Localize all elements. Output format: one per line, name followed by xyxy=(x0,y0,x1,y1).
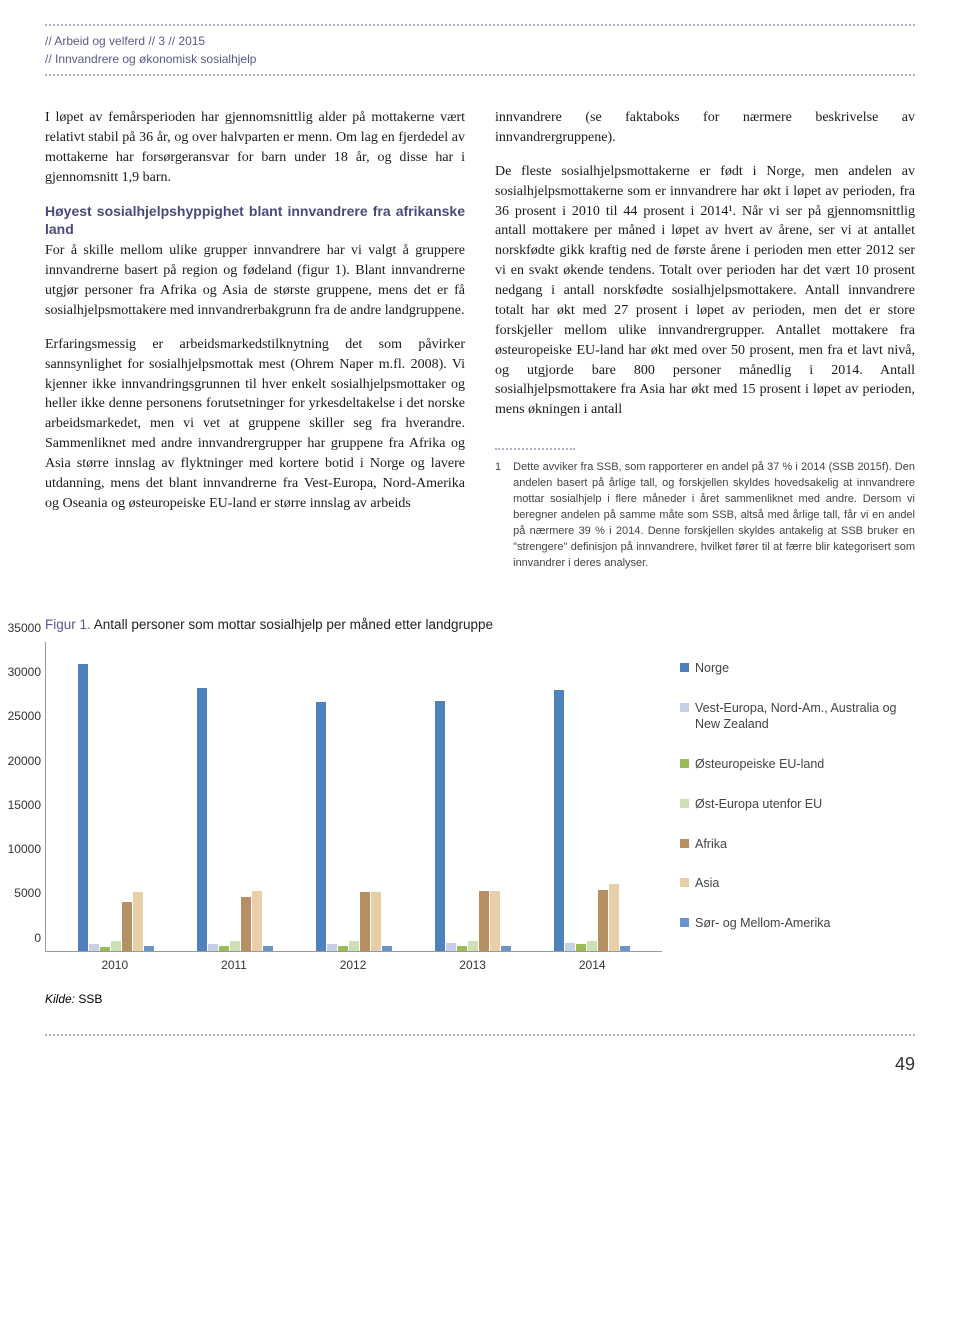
legend-swatch xyxy=(680,663,689,672)
paragraph: Erfaringsmessig er arbeidsmarkedstilknyt… xyxy=(45,335,465,514)
footnote: 1 Dette avviker fra SSB, som rapporterer… xyxy=(495,460,915,572)
dotted-rule-2 xyxy=(45,74,915,76)
section-subhead: Høyest sosialhjelpshyppighet blant innva… xyxy=(45,202,465,240)
y-tick-label: 20000 xyxy=(6,754,41,768)
chart: 05000100001500020000250003000035000 xyxy=(45,642,662,952)
footnote-text: Dette avviker fra SSB, som rapporterer e… xyxy=(513,460,915,572)
legend-item: Asia xyxy=(680,875,915,891)
kilde-value: SSB xyxy=(78,992,102,1006)
bar xyxy=(78,664,88,952)
page-number: 49 xyxy=(45,1054,915,1075)
legend-swatch xyxy=(680,878,689,887)
bar xyxy=(133,892,143,951)
legend-swatch xyxy=(680,839,689,848)
left-column: I løpet av femårsperioden har gjennomsni… xyxy=(45,108,465,572)
right-column: innvandrere (se faktaboks for nærmere be… xyxy=(495,108,915,572)
bar xyxy=(435,701,445,952)
paragraph: innvandrere (se faktaboks for nærmere be… xyxy=(495,108,915,148)
x-tick-label: 2014 xyxy=(579,958,606,972)
y-tick-label: 15000 xyxy=(6,798,41,812)
legend-label: Asia xyxy=(695,875,719,891)
bar xyxy=(197,688,207,952)
chart-plot-area: 05000100001500020000250003000035000 2010… xyxy=(45,642,662,972)
bar xyxy=(598,890,608,952)
legend-swatch xyxy=(680,799,689,808)
figure-title-text: Antall personer som mottar sosialhjelp p… xyxy=(94,617,493,632)
bar xyxy=(252,891,262,951)
legend-label: Østeuropeiske EU-land xyxy=(695,756,824,772)
bar xyxy=(490,891,500,951)
x-tick-label: 2012 xyxy=(340,958,367,972)
legend-swatch xyxy=(680,703,689,712)
x-tick-label: 2011 xyxy=(221,958,247,972)
legend-label: Afrika xyxy=(695,836,727,852)
figure-1: Figur 1. Antall personer som mottar sosi… xyxy=(45,617,915,1006)
bar xyxy=(360,892,370,951)
bar xyxy=(609,884,619,951)
chart-baseline xyxy=(46,951,662,952)
x-tick-label: 2013 xyxy=(459,958,486,972)
bar-group xyxy=(435,701,511,952)
dotted-rule-bottom xyxy=(45,1034,915,1036)
bar xyxy=(554,690,564,951)
bar-group xyxy=(316,702,392,952)
paragraph: I løpet av femårsperioden har gjennomsni… xyxy=(45,108,465,188)
kilde-label: Kilde: xyxy=(45,992,75,1006)
y-tick-label: 35000 xyxy=(6,621,41,635)
paragraph: De fleste sosialhjelpsmottakerne er født… xyxy=(495,162,915,420)
legend-swatch xyxy=(680,918,689,927)
article-columns: I løpet av femårsperioden har gjennomsni… xyxy=(45,108,915,572)
legend-label: Norge xyxy=(695,660,729,676)
bar xyxy=(371,892,381,951)
chart-legend: Norge Vest-Europa, Nord-Am., Australia og… xyxy=(680,642,915,972)
x-axis-labels: 2010 2011 2012 2013 2014 xyxy=(45,952,662,972)
y-tick-label: 30000 xyxy=(6,665,41,679)
footnote-rule xyxy=(495,448,575,450)
header-line-1: // Arbeid og velferd // 3 // 2015 xyxy=(45,32,915,50)
legend-swatch xyxy=(680,759,689,768)
bar xyxy=(241,897,251,952)
bar xyxy=(479,891,489,951)
legend-label: Øst-Europa utenfor EU xyxy=(695,796,822,812)
bar-group xyxy=(197,688,273,952)
chart-container: 05000100001500020000250003000035000 2010… xyxy=(45,642,915,972)
bar xyxy=(122,902,132,952)
legend-label: Vest-Europa, Nord-Am., Australia og New … xyxy=(695,700,915,733)
footnote-number: 1 xyxy=(495,460,501,572)
y-tick-label: 25000 xyxy=(6,709,41,723)
legend-item: Sør- og Mellom-Amerika xyxy=(680,915,915,931)
x-tick-label: 2010 xyxy=(101,958,128,972)
paragraph: For å skille mellom ulike grupper innvan… xyxy=(45,241,465,321)
page-header: // Arbeid og velferd // 3 // 2015 // Inn… xyxy=(45,30,915,70)
bar-group xyxy=(78,664,154,952)
legend-item: Afrika xyxy=(680,836,915,852)
legend-item: Vest-Europa, Nord-Am., Australia og New … xyxy=(680,700,915,733)
dotted-rule-top xyxy=(45,24,915,26)
figure-title: Figur 1. Antall personer som mottar sosi… xyxy=(45,617,915,632)
legend-item: Østeuropeiske EU-land xyxy=(680,756,915,772)
y-tick-label: 0 xyxy=(6,931,41,945)
legend-label: Sør- og Mellom-Amerika xyxy=(695,915,830,931)
header-line-2: // Innvandrere og økonomisk sosialhjelp xyxy=(45,50,915,68)
bar xyxy=(316,702,326,952)
bar-groups xyxy=(46,642,662,952)
figure-label: Figur 1. xyxy=(45,617,91,632)
bar-group xyxy=(554,690,630,951)
legend-item: Øst-Europa utenfor EU xyxy=(680,796,915,812)
y-tick-label: 5000 xyxy=(6,886,41,900)
y-tick-label: 10000 xyxy=(6,842,41,856)
legend-item: Norge xyxy=(680,660,915,676)
figure-source: Kilde: SSB xyxy=(45,992,915,1006)
